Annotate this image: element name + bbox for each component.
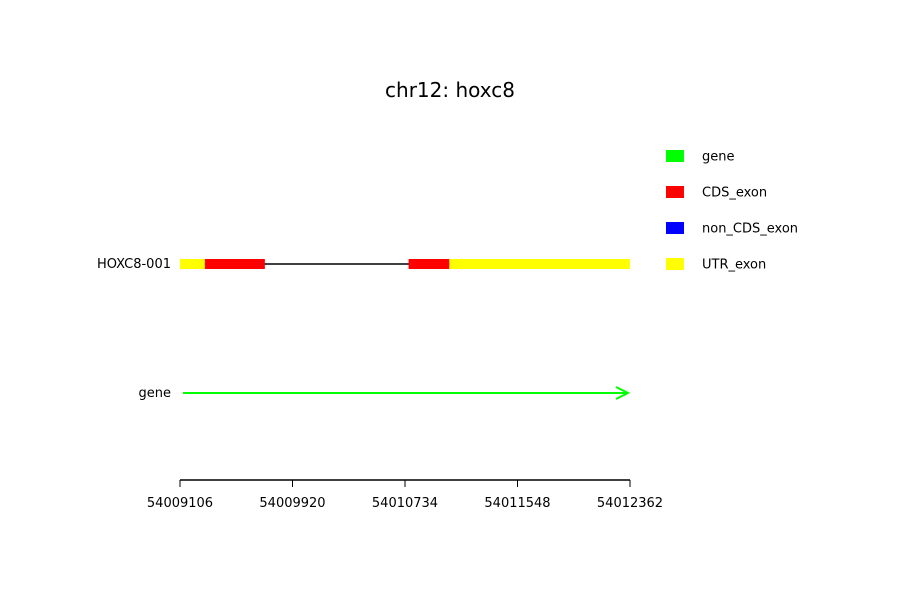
genomic-axis: 54009106 54009920 54010734 54011548 54012362	[147, 479, 663, 511]
utr-exon-4	[449, 259, 630, 269]
legend-swatch-utr-exon	[666, 258, 684, 270]
gene-track: gene	[139, 386, 631, 401]
gene-arrow-head	[615, 386, 631, 400]
axis-tick-label: 54009920	[259, 496, 325, 511]
transcript-track: HOXC8-001	[97, 257, 630, 272]
legend-label: UTR_exon	[702, 258, 766, 273]
legend-swatch-non-cds-exon	[666, 222, 684, 234]
axis-tick-label: 54009106	[147, 496, 213, 511]
legend-label: CDS_exon	[702, 186, 767, 201]
transcript-label: HOXC8-001	[97, 257, 171, 272]
legend-swatch-gene	[666, 150, 684, 162]
axis-tick-label: 54012362	[597, 496, 663, 511]
legend-label: gene	[702, 150, 735, 165]
utr-exon-1	[180, 259, 205, 269]
gene-track-label: gene	[139, 386, 172, 401]
axis-tick-label: 54011548	[484, 496, 550, 511]
legend-label: non_CDS_exon	[702, 222, 798, 237]
axis-tick-label: 54010734	[372, 496, 438, 511]
cds-exon-2	[204, 259, 265, 269]
diagram-title: chr12: hoxc8	[385, 78, 515, 102]
legend-swatch-cds-exon	[666, 186, 684, 198]
cds-exon-3	[408, 259, 450, 269]
legend: gene CDS_exon non_CDS_exon UTR_exon	[666, 150, 798, 273]
